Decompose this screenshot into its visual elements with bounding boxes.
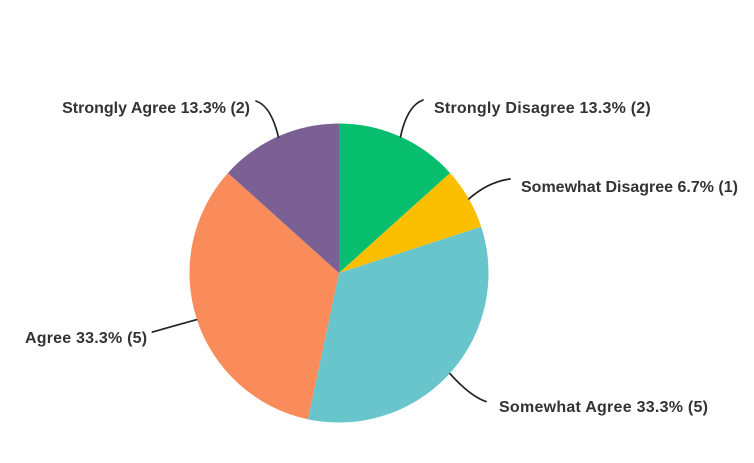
svg-text:Agree 33.3% (5): Agree 33.3% (5) [25, 330, 147, 347]
svg-text:Strongly Agree 13.3% (2): Strongly Agree 13.3% (2) [62, 100, 250, 117]
svg-text:Strongly Disagree 13.3% (2): Strongly Disagree 13.3% (2) [434, 100, 651, 117]
svg-text:Somewhat Disagree 6.7% (1): Somewhat Disagree 6.7% (1) [521, 179, 738, 196]
svg-text:Somewhat Agree 33.3% (5): Somewhat Agree 33.3% (5) [499, 399, 708, 416]
